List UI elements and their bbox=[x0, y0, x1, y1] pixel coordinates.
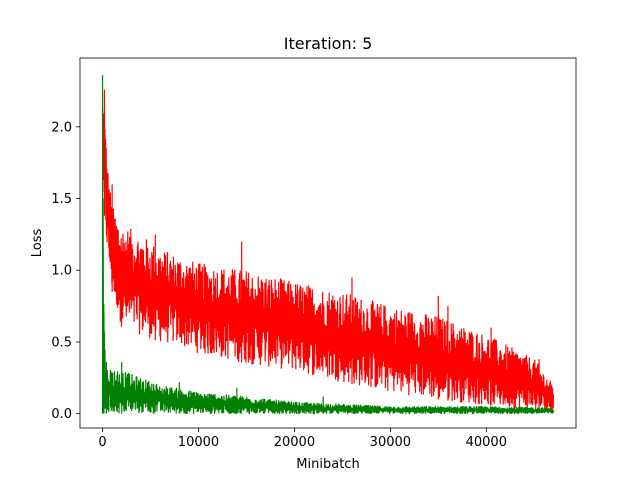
y-tick-label: 0.5 bbox=[51, 335, 72, 350]
y-axis-label: Loss bbox=[30, 229, 45, 258]
series-layer bbox=[101, 75, 555, 415]
x-axis-ticks: 0 10000 20000 30000 40000 bbox=[98, 428, 507, 450]
y-tick-label: 1.5 bbox=[51, 192, 72, 207]
y-tick-label: 2.0 bbox=[51, 120, 72, 135]
chart-title: Iteration: 5 bbox=[284, 34, 373, 53]
x-tick-label: 0 bbox=[98, 435, 106, 450]
plot-area bbox=[101, 75, 555, 415]
x-axis-label: Minibatch bbox=[296, 457, 359, 472]
x-tick-label: 20000 bbox=[274, 435, 315, 450]
y-tick-label: 1.0 bbox=[51, 264, 72, 279]
axes-frame bbox=[79, 57, 577, 429]
x-tick-label: 40000 bbox=[466, 435, 507, 450]
y-axis-ticks: 0.0 0.5 1.0 1.5 2.0 bbox=[51, 120, 80, 422]
series-line-red bbox=[101, 89, 555, 412]
series-line-green bbox=[101, 75, 555, 415]
y-tick-label: 0.0 bbox=[51, 407, 72, 422]
x-tick-label: 10000 bbox=[178, 435, 219, 450]
x-tick-label: 30000 bbox=[370, 435, 411, 450]
